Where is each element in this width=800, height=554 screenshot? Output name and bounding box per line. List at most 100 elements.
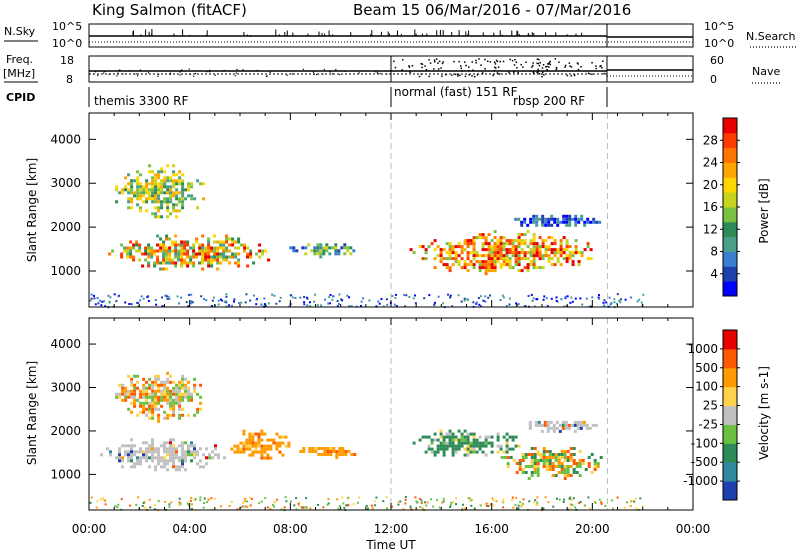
range-cell-0-4 xyxy=(538,217,542,221)
range-cell-0-3 xyxy=(499,248,503,252)
range-cell-0-3 xyxy=(496,254,500,258)
range-cell-1-2 xyxy=(133,386,137,390)
range-cell-0-2 xyxy=(343,246,347,250)
near-range-cell xyxy=(300,506,303,509)
range-cell-1-4 xyxy=(436,444,440,448)
range-cell-0-3 xyxy=(529,251,533,255)
range-cell-0-1 xyxy=(124,185,128,189)
range-cell-0-1 xyxy=(181,200,185,204)
range-cell-0-4 xyxy=(586,217,590,221)
range-cell-1-2 xyxy=(127,395,131,399)
near-range-cell xyxy=(120,498,123,501)
range-cell-1-1 xyxy=(251,450,255,454)
near-range-cell xyxy=(484,295,487,298)
near-range-cell xyxy=(240,301,243,304)
near-range-cell xyxy=(638,298,641,301)
range-cell-1-0 xyxy=(193,444,196,448)
range-cell-1-0 xyxy=(181,462,184,466)
noise-tick-top-left: 10^5 xyxy=(52,20,82,33)
range-cell-1-0 xyxy=(118,450,121,454)
range-cell-0-0 xyxy=(174,261,178,265)
range-cell-0-0 xyxy=(165,252,169,256)
range-cell-1-2 xyxy=(127,374,131,378)
range-cell-0-1 xyxy=(160,179,164,183)
range-cell-0-3 xyxy=(472,263,476,267)
near-range-cell xyxy=(186,502,189,505)
range-cell-0-3 xyxy=(523,233,527,237)
near-range-cell xyxy=(501,294,504,297)
near-range-cell xyxy=(157,500,160,502)
range-cell-0-1 xyxy=(181,194,185,198)
range-cell-1-1 xyxy=(278,435,282,439)
range-cell-0-3 xyxy=(565,260,569,264)
range-cell-0-1 xyxy=(178,179,182,183)
near-range-cell xyxy=(491,497,494,500)
range-cell-1-2 xyxy=(166,395,170,399)
range-cell-1-1 xyxy=(266,453,270,457)
range-cell-0-4 xyxy=(568,223,572,227)
range-cell-1-0 xyxy=(184,450,187,454)
range-cell-1-2 xyxy=(172,407,176,411)
near-range-cell xyxy=(618,299,621,302)
range-cell-0-3 xyxy=(418,245,422,249)
range-cell-1-3 xyxy=(314,447,318,450)
range-cell-0-1 xyxy=(163,182,167,186)
near-range-cell xyxy=(293,504,296,507)
range-cell-1-4 xyxy=(463,441,467,445)
range-cell-1-5 xyxy=(566,465,570,468)
range-cell-0-0 xyxy=(234,246,238,250)
range-cell-1-0 xyxy=(148,456,151,460)
near-range-cell xyxy=(255,303,258,306)
range-cell-0-0 xyxy=(267,258,271,262)
range-cell-0-3 xyxy=(484,263,488,267)
range-cell-1-5 xyxy=(587,456,591,459)
range-cell-0-1 xyxy=(187,188,191,192)
range-cell-1-0 xyxy=(166,441,169,445)
range-cell-1-2 xyxy=(157,407,161,411)
near-range-cell xyxy=(409,505,412,508)
near-range-cell xyxy=(113,293,116,296)
range-cell-0-1 xyxy=(163,200,167,204)
range-cell-1-4 xyxy=(496,444,500,448)
near-range-cell xyxy=(338,293,341,296)
y-tick-label: 3000 xyxy=(50,381,81,395)
range-cell-0-2 xyxy=(322,249,326,253)
range-cell-0-0 xyxy=(213,240,217,244)
near-range-cell xyxy=(168,503,171,506)
near-range-cell xyxy=(336,300,339,303)
near-range-cell xyxy=(495,500,498,503)
range-cell-0-1 xyxy=(172,206,176,210)
range-cell-0-1 xyxy=(160,188,164,192)
range-cell-0-1 xyxy=(133,179,137,183)
range-cell-0-3 xyxy=(583,248,587,252)
range-cell-1-5 xyxy=(575,462,579,465)
range-cell-1-0 xyxy=(127,459,130,463)
range-cell-0-1 xyxy=(145,191,149,195)
range-cell-1-6 xyxy=(567,423,571,427)
near-range-cell xyxy=(420,499,423,502)
near-range-cell xyxy=(572,497,575,500)
near-range-cell xyxy=(97,302,100,305)
range-cell-1-2 xyxy=(187,392,191,396)
range-cell-0-4 xyxy=(574,223,578,227)
range-cell-1-6 xyxy=(528,423,532,427)
range-cell-1-1 xyxy=(242,432,246,436)
range-cell-0-3 xyxy=(532,245,536,249)
range-cell-0-3 xyxy=(448,269,452,273)
range-cell-0-1 xyxy=(145,188,149,192)
range-cell-0-0 xyxy=(147,249,151,253)
near-range-cell xyxy=(467,497,470,500)
range-cell-0-1 xyxy=(151,179,155,183)
range-cell-1-0 xyxy=(178,444,181,448)
range-cell-0-3 xyxy=(514,257,518,261)
range-cell-1-2 xyxy=(169,392,173,396)
near-range-cell xyxy=(142,502,145,504)
range-cell-1-5 xyxy=(545,468,549,471)
range-cell-0-3 xyxy=(463,260,467,264)
range-cell-1-0 xyxy=(202,453,205,457)
range-cell-1-5 xyxy=(539,453,543,456)
near-range-cell xyxy=(135,503,138,506)
range-cell-1-1 xyxy=(251,432,255,436)
range-cell-1-6 xyxy=(534,420,538,424)
range-cell-1-5 xyxy=(503,456,507,459)
